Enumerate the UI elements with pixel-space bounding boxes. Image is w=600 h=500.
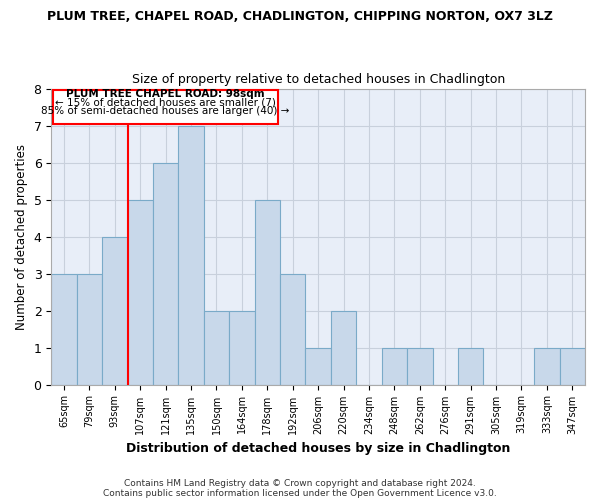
FancyBboxPatch shape xyxy=(53,90,278,124)
Bar xyxy=(458,348,484,385)
Bar xyxy=(560,348,585,385)
Bar xyxy=(204,310,229,384)
Text: PLUM TREE, CHAPEL ROAD, CHADLINGTON, CHIPPING NORTON, OX7 3LZ: PLUM TREE, CHAPEL ROAD, CHADLINGTON, CHI… xyxy=(47,10,553,23)
Bar xyxy=(382,348,407,385)
Text: Contains HM Land Registry data © Crown copyright and database right 2024.: Contains HM Land Registry data © Crown c… xyxy=(124,478,476,488)
Bar xyxy=(254,200,280,384)
Bar xyxy=(128,200,153,384)
Bar xyxy=(77,274,102,384)
Bar xyxy=(229,310,254,384)
X-axis label: Distribution of detached houses by size in Chadlington: Distribution of detached houses by size … xyxy=(126,442,511,455)
Bar xyxy=(534,348,560,385)
Title: Size of property relative to detached houses in Chadlington: Size of property relative to detached ho… xyxy=(131,73,505,86)
Text: Contains public sector information licensed under the Open Government Licence v3: Contains public sector information licen… xyxy=(103,488,497,498)
Text: PLUM TREE CHAPEL ROAD: 98sqm: PLUM TREE CHAPEL ROAD: 98sqm xyxy=(67,90,265,100)
Bar xyxy=(331,310,356,384)
Bar xyxy=(153,162,178,384)
Bar xyxy=(280,274,305,384)
Y-axis label: Number of detached properties: Number of detached properties xyxy=(15,144,28,330)
Bar xyxy=(407,348,433,385)
Bar xyxy=(51,274,77,384)
Bar xyxy=(305,348,331,385)
Bar xyxy=(102,236,128,384)
Bar xyxy=(178,126,204,384)
Text: ← 15% of detached houses are smaller (7): ← 15% of detached houses are smaller (7) xyxy=(55,98,276,108)
Text: 85% of semi-detached houses are larger (40) →: 85% of semi-detached houses are larger (… xyxy=(41,106,290,116)
